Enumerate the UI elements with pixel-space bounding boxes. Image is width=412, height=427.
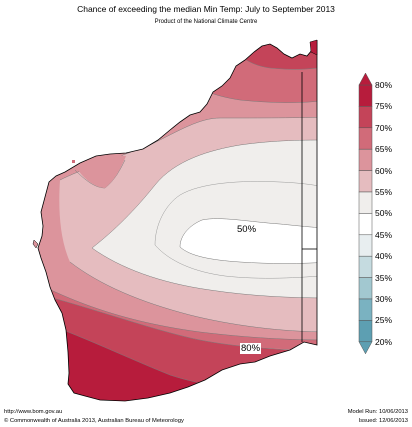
footer-copyright: © Commonwealth of Australia 2013, Austra… bbox=[4, 418, 184, 424]
island bbox=[309, 39, 318, 56]
legend-tick-label: 50% bbox=[375, 208, 393, 219]
footer-issued: Issued: 12/06/2013 bbox=[358, 418, 408, 424]
legend-swatch bbox=[358, 320, 373, 343]
legend-tick-label: 20% bbox=[375, 336, 393, 347]
legend-tick-label: 80% bbox=[375, 80, 393, 90]
legend-tick-label: 45% bbox=[375, 229, 393, 240]
legend-swatch bbox=[358, 298, 373, 321]
island bbox=[72, 160, 75, 163]
legend-tick-label: 35% bbox=[375, 272, 393, 283]
legend-tick-label: 70% bbox=[375, 122, 393, 133]
map-title: Chance of exceeding the median Min Temp:… bbox=[77, 4, 335, 14]
footer-url: http://www.bom.gov.au bbox=[4, 409, 63, 415]
label-center: 50% bbox=[236, 224, 258, 235]
band-50-55 bbox=[180, 218, 317, 264]
contour-50 bbox=[154, 181, 317, 279]
label-south: 80% bbox=[240, 343, 262, 354]
map-subtitle: Product of the National Climate Centre bbox=[154, 19, 258, 25]
island bbox=[32, 239, 39, 249]
legend-tick-label: 40% bbox=[375, 251, 393, 262]
legend-swatch bbox=[358, 127, 373, 150]
legend-tick-label: 65% bbox=[375, 144, 393, 155]
footer-model-run: Model Run: 10/06/2013 bbox=[347, 409, 408, 415]
legend-swatch bbox=[358, 191, 373, 214]
legend-swatch bbox=[358, 106, 373, 129]
legend-swatch bbox=[358, 213, 373, 236]
coastline bbox=[37, 39, 318, 402]
legend-colorbar bbox=[358, 72, 373, 355]
legend-tick-label: 60% bbox=[375, 165, 393, 176]
legend-swatch bbox=[358, 277, 373, 300]
legend-swatch bbox=[358, 255, 373, 278]
legend-tick-label: 30% bbox=[375, 294, 393, 304]
legend-swatch bbox=[358, 84, 373, 107]
band-west-65 bbox=[75, 154, 126, 188]
legend-swatch bbox=[358, 148, 373, 171]
probability-contours bbox=[38, 40, 317, 401]
legend-swatch bbox=[358, 170, 373, 193]
legend-swatch bbox=[358, 234, 373, 257]
legend-arrow-up bbox=[358, 72, 373, 86]
legend-arrow-down bbox=[358, 341, 373, 355]
legend-tick-label: 55% bbox=[375, 187, 393, 197]
band-70-75 bbox=[38, 275, 317, 350]
legend-tick-label: 25% bbox=[375, 315, 393, 326]
legend-tick-label: 75% bbox=[375, 101, 393, 112]
